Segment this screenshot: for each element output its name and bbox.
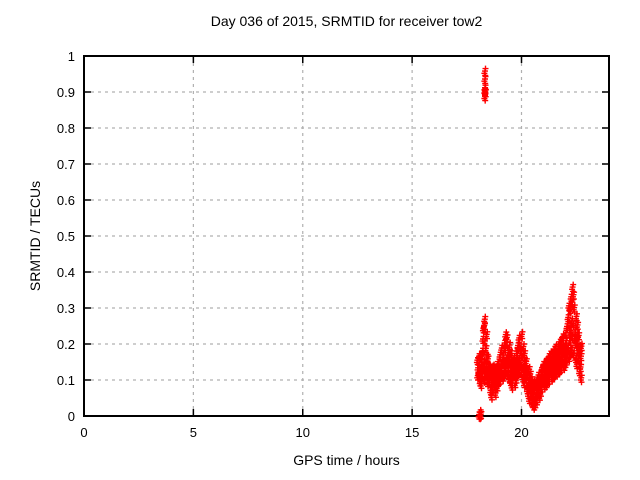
y-tick-label: 0.3 bbox=[57, 301, 75, 316]
x-tick-label: 10 bbox=[296, 425, 310, 440]
y-tick-label: 0.2 bbox=[57, 337, 75, 352]
y-tick-label: 1 bbox=[68, 49, 75, 64]
y-axis-label: SRMTID / TECUs bbox=[27, 180, 43, 292]
y-tick-label: 0.6 bbox=[57, 193, 75, 208]
chart-title: Day 036 of 2015, SRMTID for receiver tow… bbox=[210, 13, 483, 29]
y-tick-label: 0.1 bbox=[57, 373, 75, 388]
x-tick-label: 5 bbox=[190, 425, 197, 440]
y-tick-label: 0.7 bbox=[57, 157, 75, 172]
y-tick-label: 0.8 bbox=[57, 121, 75, 136]
y-tick-label: 0.5 bbox=[57, 229, 75, 244]
y-tick-label: 0 bbox=[68, 409, 75, 424]
x-tick-label: 20 bbox=[514, 425, 528, 440]
x-axis-label: GPS time / hours bbox=[293, 452, 400, 468]
x-tick-label: 15 bbox=[405, 425, 419, 440]
axis-ticks bbox=[83, 55, 609, 417]
scatter-points bbox=[473, 65, 585, 423]
y-tick-label: 0.9 bbox=[57, 85, 75, 100]
y-tick-label: 0.4 bbox=[57, 265, 75, 280]
gridlines bbox=[84, 56, 609, 416]
x-tick-label: 0 bbox=[80, 425, 87, 440]
